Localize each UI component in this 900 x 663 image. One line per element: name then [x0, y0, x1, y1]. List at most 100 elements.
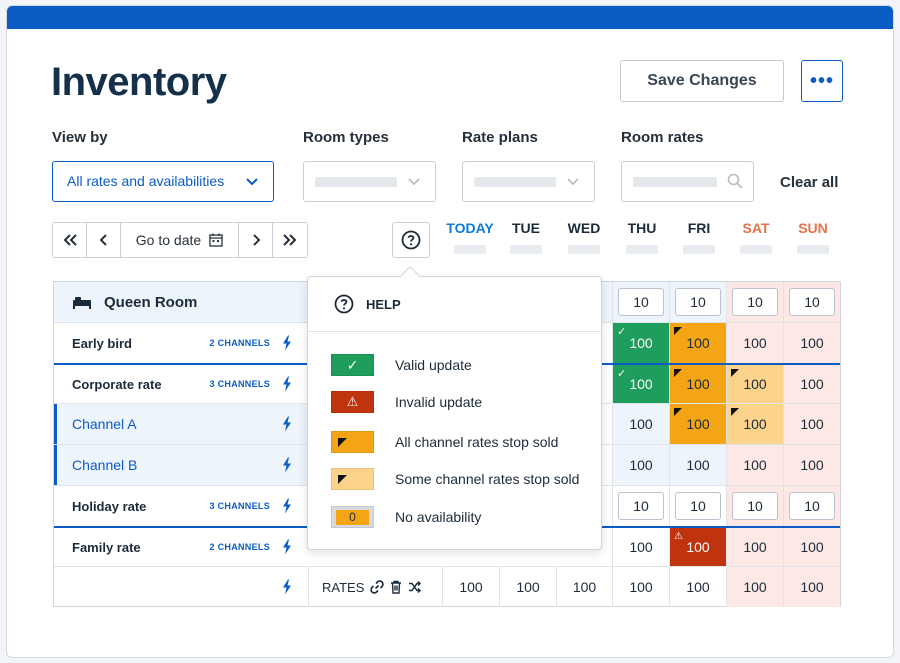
rate-row-family[interactable]: Family rate 2 CHANNELS 100 ⚠ 100 100 100 [54, 528, 840, 567]
day-label: FRI [687, 220, 711, 236]
rate-cell[interactable]: 100 [783, 567, 840, 607]
rate-value: 100 [743, 335, 767, 351]
rate-cell[interactable]: 100 [783, 323, 840, 363]
rate-cell[interactable]: 100 [669, 567, 726, 607]
bed-icon [73, 297, 91, 309]
rate-value: 100 [572, 579, 597, 595]
rate-cell[interactable]: 100 [783, 365, 840, 403]
view-by-value: All rates and availabilities [67, 173, 225, 189]
rate-cell[interactable]: 100 [726, 323, 783, 363]
inventory-input[interactable]: 10 [675, 492, 721, 520]
rate-name: Holiday rate [72, 498, 147, 514]
inventory-cell: 10 [726, 282, 783, 322]
rate-cell[interactable]: 100 [726, 404, 783, 444]
view-by-select[interactable]: All rates and availabilities [52, 161, 274, 202]
go-to-date-button[interactable]: Go to date [121, 223, 239, 257]
day-header-today: TODAY [442, 220, 498, 254]
channel-name-cell: Channel A [54, 404, 308, 444]
rate-cell[interactable]: ⚠ 100 [669, 528, 726, 566]
rates-name-cell [54, 567, 308, 607]
rate-name-cell: Holiday rate 3 CHANNELS [54, 486, 308, 526]
inventory-input[interactable]: 10 [789, 288, 835, 316]
rate-value: 100 [743, 376, 767, 392]
first-page-button[interactable] [53, 223, 87, 257]
room-name-cell: Queen Room [54, 282, 308, 322]
rate-cell[interactable]: 100 [669, 365, 726, 403]
rate-value: 100 [743, 416, 767, 432]
save-changes-button[interactable]: Save Changes [620, 60, 784, 102]
inventory-input[interactable]: 10 [675, 288, 721, 316]
channel-row-b[interactable]: Channel B 100 100 100 100 [54, 445, 840, 486]
rates-label-cell: RATES [308, 567, 442, 607]
trash-icon[interactable] [390, 580, 402, 594]
rate-value: 100 [686, 416, 710, 432]
rate-name-cell: Early bird 2 CHANNELS [54, 323, 308, 363]
rate-cell[interactable]: 100 [442, 567, 499, 607]
previous-button[interactable] [87, 223, 121, 257]
rate-value: 100 [800, 335, 824, 351]
go-to-date-label: Go to date [135, 232, 202, 248]
warning-icon: ⚠ [674, 531, 683, 542]
rate-cell[interactable]: 100 [556, 567, 612, 607]
link-icon[interactable] [370, 580, 385, 594]
help-button[interactable] [392, 222, 430, 258]
channel-name[interactable]: Channel A [72, 416, 137, 432]
rate-cell[interactable]: 100 [612, 567, 669, 607]
rate-cell[interactable]: 100 [783, 445, 840, 485]
rate-cell[interactable]: 100 [669, 445, 726, 485]
inventory-input[interactable]: 10 [732, 492, 778, 520]
channel-count: 3 CHANNELS [209, 501, 270, 511]
rate-value: 100 [686, 457, 710, 473]
room-rates-search[interactable] [621, 161, 754, 202]
rate-value: 100 [629, 376, 653, 392]
rate-plans-label: Rate plans [462, 129, 538, 146]
inventory-input[interactable]: 10 [732, 288, 778, 316]
legend-label: Some channel rates stop sold [395, 471, 580, 487]
rate-cell[interactable]: 100 [726, 445, 783, 485]
inventory-input[interactable]: 10 [618, 492, 664, 520]
rate-cell[interactable]: 100 [612, 404, 669, 444]
rate-cell[interactable]: 100 [783, 404, 840, 444]
check-icon: ✓ [617, 368, 627, 380]
next-button[interactable] [239, 223, 273, 257]
rate-cell[interactable]: 100 [669, 404, 726, 444]
rate-cell[interactable]: 100 [726, 365, 783, 403]
room-types-label: Room types [303, 129, 389, 146]
room-types-select[interactable] [303, 161, 436, 202]
shuffle-icon[interactable] [408, 580, 422, 594]
stop-sold-icon [338, 438, 347, 447]
question-circle-icon [401, 230, 421, 250]
rate-cell[interactable]: 100 [612, 528, 669, 566]
rate-cell[interactable]: 100 [783, 528, 840, 566]
rate-plans-select[interactable] [462, 161, 595, 202]
inventory-input[interactable]: 10 [618, 288, 664, 316]
double-chevron-left-icon [63, 234, 77, 246]
last-page-button[interactable] [273, 223, 307, 257]
clear-all-link[interactable]: Clear all [780, 174, 839, 191]
day-header-fri: FRI [671, 220, 727, 254]
rate-cell[interactable]: 100 [669, 323, 726, 363]
warning-icon: ⚠ [346, 394, 359, 409]
channel-name[interactable]: Channel B [72, 457, 138, 473]
inventory-input[interactable]: 10 [789, 492, 835, 520]
rate-cell[interactable]: ✓ 100 [612, 365, 669, 403]
rate-value: 100 [629, 416, 653, 432]
rate-value: 100 [743, 539, 767, 555]
day-label: SAT [742, 220, 770, 236]
inventory-cell: 10 [783, 282, 840, 322]
rate-cell[interactable]: 100 [612, 445, 669, 485]
rate-cell[interactable]: 100 [499, 567, 556, 607]
inventory-cell: 10 [783, 486, 840, 526]
channel-count: 2 CHANNELS [209, 338, 270, 348]
day-header-sat: SAT [728, 220, 784, 254]
day-label: SUN [798, 220, 828, 236]
legend-label: No availability [395, 509, 482, 525]
more-options-button[interactable]: ••• [801, 60, 843, 102]
lightning-icon [283, 539, 291, 555]
day-label: TUE [512, 220, 540, 236]
legend-label: Invalid update [395, 394, 483, 410]
stop-sold-icon [338, 475, 347, 484]
rate-cell[interactable]: ✓ 100 [612, 323, 669, 363]
rate-cell[interactable]: 100 [726, 567, 783, 607]
rate-cell[interactable]: 100 [726, 528, 783, 566]
